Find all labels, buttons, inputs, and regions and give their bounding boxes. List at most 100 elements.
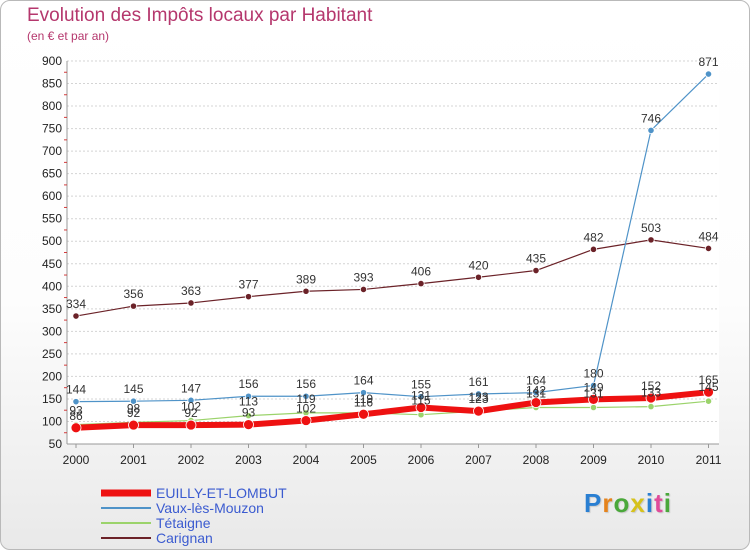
y-tick-label: 400 [42, 279, 62, 293]
data-label: 356 [123, 287, 143, 301]
y-tick-label: 850 [42, 77, 62, 91]
data-point [532, 266, 540, 275]
plot-area [67, 61, 719, 444]
y-tick-label: 700 [42, 144, 62, 158]
legend-label: Vaux-lès-Mouzon [156, 500, 264, 516]
data-point [473, 405, 484, 417]
data-point [129, 397, 138, 405]
data-point [359, 285, 368, 294]
y-tick-label: 800 [42, 99, 62, 113]
x-tick-label: 2009 [580, 453, 607, 467]
y-tick-label: 650 [42, 167, 62, 181]
logo-letter: o [613, 488, 631, 518]
x-tick-label: 2003 [235, 453, 262, 467]
data-point [532, 389, 540, 397]
data-label: 164 [526, 374, 546, 388]
data-label: 746 [641, 111, 661, 125]
y-tick-label: 450 [42, 257, 62, 271]
data-label: 435 [526, 252, 546, 266]
grid [67, 60, 719, 445]
chart-title: Evolution des Impôts locaux par Habitant [27, 5, 373, 26]
data-label: 161 [468, 375, 488, 389]
data-point [647, 236, 655, 244]
data-label: 131 [583, 387, 603, 401]
data-label: 92 [184, 406, 198, 420]
series-lines [70, 70, 714, 434]
logo-letter: r [602, 488, 614, 518]
logo-letter: i [663, 488, 672, 518]
data-label: 334 [66, 297, 86, 311]
data-point [474, 273, 483, 281]
series-line [75, 73, 709, 403]
axes: 50 100 150 200 250 300 350 400 450 500 550 600 650 70… [42, 54, 722, 467]
series-line [75, 389, 709, 431]
logo-letter: x [630, 488, 646, 518]
data-point [72, 398, 80, 406]
data-point [647, 126, 655, 134]
x-tick-label: 2006 [408, 453, 435, 467]
data-label: 147 [181, 381, 201, 395]
data-point [302, 287, 310, 295]
y-tick-label: 500 [42, 234, 62, 248]
data-label: 133 [641, 386, 661, 400]
x-tick-label: 2004 [293, 453, 320, 467]
data-point [589, 245, 598, 253]
data-label: 389 [296, 272, 316, 286]
y-tick-label: 100 [42, 414, 62, 428]
data-point [474, 390, 483, 398]
data-label: 503 [641, 221, 661, 235]
data-point [185, 419, 197, 431]
data-point [128, 419, 139, 431]
data-label: 98 [127, 401, 141, 415]
y-tick-label: 350 [42, 302, 62, 316]
data-point [645, 392, 657, 404]
y-tick-label: 900 [42, 54, 62, 68]
data-label: 393 [353, 270, 373, 284]
data-label: 377 [238, 278, 258, 292]
data-label: 131 [411, 389, 431, 403]
data-label: 123 [468, 392, 488, 406]
proxiti-logo: Proxiti [584, 488, 672, 519]
data-point [72, 312, 80, 320]
legend-label: Carignan [156, 530, 213, 546]
data-point [359, 389, 368, 397]
data-point [704, 397, 713, 405]
y-tick-label: 300 [42, 324, 62, 338]
data-point [589, 381, 598, 390]
data-point [129, 302, 138, 310]
data-label: 156 [238, 377, 258, 391]
x-tick-label: 2005 [350, 453, 377, 467]
data-point [704, 70, 713, 78]
data-label: 102 [296, 402, 316, 416]
y-tick-label: 150 [42, 392, 62, 406]
x-tick-label: 2001 [120, 453, 147, 467]
data-label: 113 [239, 395, 258, 409]
data-point [302, 392, 310, 400]
data-label: 92 [127, 406, 141, 420]
data-point [588, 393, 599, 405]
data-label: 152 [641, 379, 661, 393]
data-label: 482 [583, 230, 603, 244]
data-label: 119 [354, 392, 373, 406]
data-label: 406 [411, 265, 431, 279]
data-point [244, 293, 253, 301]
series-line [75, 239, 709, 317]
x-tick-label: 2010 [638, 453, 665, 467]
y-tick-label: 250 [42, 347, 62, 361]
data-label: 116 [354, 395, 373, 409]
y-tick-label: 600 [42, 189, 62, 203]
data-label: 149 [583, 380, 603, 394]
x-tick-label: 2008 [523, 453, 550, 467]
x-tick-label: 2011 [696, 453, 722, 467]
data-labels: 334 356 363 377 389 393 406 420 435 482 503 484 144 1… [66, 55, 719, 423]
data-point [187, 299, 195, 307]
y-tick-label: 550 [42, 212, 62, 226]
legend-label: Tétaigne [156, 515, 211, 531]
data-point [244, 412, 253, 420]
data-label: 131 [526, 387, 546, 401]
data-point [187, 396, 195, 404]
data-point [703, 386, 714, 398]
data-point [70, 422, 82, 434]
data-label: 155 [411, 378, 431, 392]
data-point [589, 403, 598, 412]
